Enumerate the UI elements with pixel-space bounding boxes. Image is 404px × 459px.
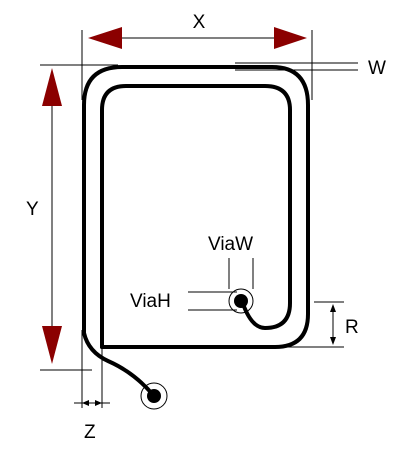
x-dimension: X [81,12,313,100]
end-via [140,382,168,410]
y-dimension: Y [26,64,118,371]
x-arrow-left [88,27,122,49]
via-w-dimension: ViaW [208,234,254,289]
z-dimension: Z [74,330,110,443]
w-label: W [368,58,386,79]
z-label: Z [84,422,96,443]
y-label: Y [26,199,39,220]
x-arrow-right [274,27,307,49]
outer-turn-trace [82,65,310,398]
center-via [228,288,254,314]
via-h-dimension: ViaH [130,291,237,312]
x-label: X [193,12,206,33]
z-arrow-left [82,400,89,406]
w-dimension: W [235,58,386,79]
r-arrow-top [330,304,336,312]
via-w-label: ViaW [208,234,253,255]
via-h-label: ViaH [130,291,171,312]
y-arrow-bottom [42,326,62,364]
r-label: R [345,317,359,338]
r-dimension: R [285,301,359,348]
coil-traces [82,65,310,398]
r-arrow-bottom [330,337,336,345]
y-arrow-top [42,68,62,106]
z-arrow-right [95,400,102,406]
inner-turn-trace [100,84,292,349]
